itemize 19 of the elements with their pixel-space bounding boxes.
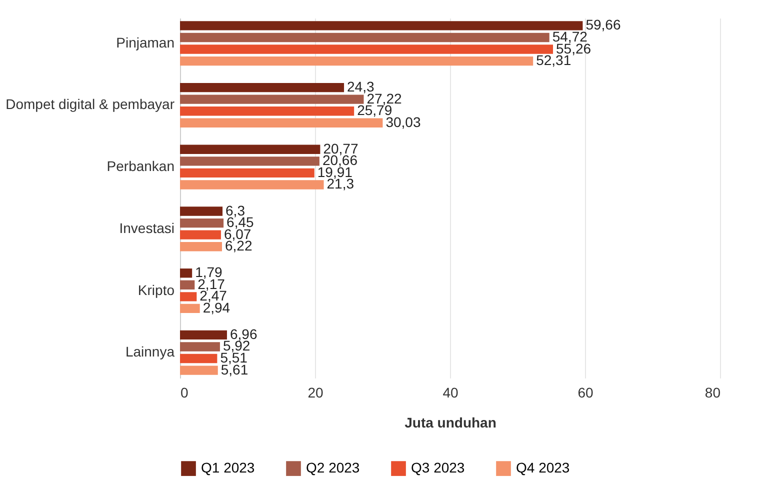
legend-label: Q3 2023: [411, 460, 465, 476]
data-label: 24,3: [347, 78, 374, 95]
data-label: 59,66: [586, 16, 621, 33]
y-tick-label: Dompet digital & pembayar: [6, 96, 175, 112]
data-label: 30,03: [386, 114, 421, 130]
x-axis-title: Juta unduhan: [404, 414, 496, 430]
legend-label: Q2 2023: [306, 460, 360, 476]
x-tick-label: 40: [442, 384, 458, 400]
y-tick-label: Lainnya: [125, 344, 175, 360]
y-tick-label: Perbankan: [106, 158, 174, 174]
x-tick-label: 0: [180, 384, 188, 400]
y-tick-label: Investasi: [119, 220, 174, 236]
y-tick-label: Kripto: [138, 282, 175, 298]
y-tick-label: Pinjaman: [116, 34, 174, 50]
x-tick-label: 20: [308, 384, 324, 400]
legend-label: Q4 2023: [516, 460, 570, 476]
x-tick-label: 60: [578, 384, 594, 400]
legend-label: Q1 2023: [201, 460, 255, 476]
x-tick-label: 80: [704, 384, 721, 400]
